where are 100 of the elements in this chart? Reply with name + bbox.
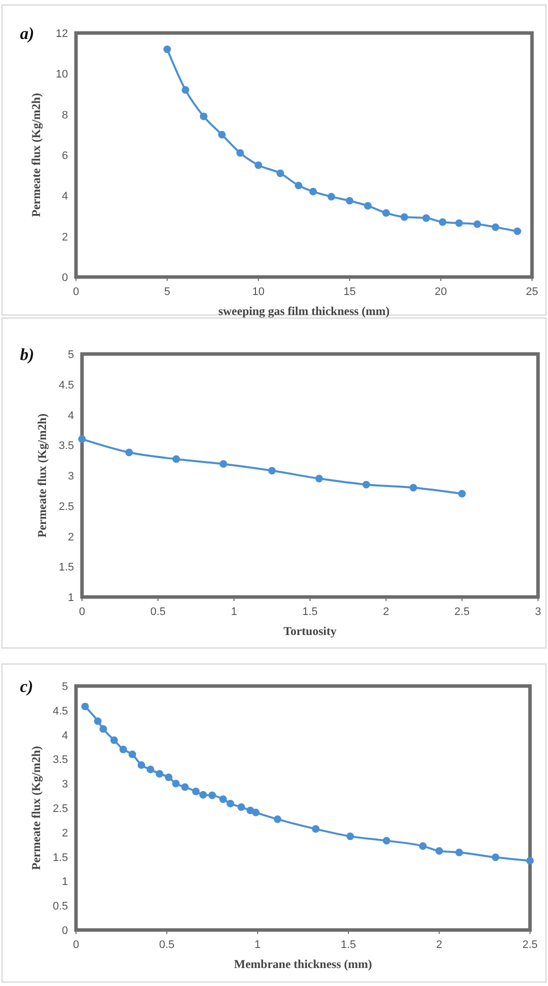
point bbox=[172, 455, 180, 463]
point bbox=[419, 842, 427, 850]
y-tick-label: 4.5 bbox=[58, 379, 74, 392]
point bbox=[182, 86, 190, 94]
point bbox=[199, 791, 207, 799]
point bbox=[226, 800, 234, 808]
point bbox=[218, 130, 226, 138]
y-tick-label: 1 bbox=[68, 592, 74, 604]
point bbox=[455, 848, 463, 856]
x-tick-label: 1.5 bbox=[340, 939, 356, 951]
point bbox=[99, 725, 108, 733]
point bbox=[192, 788, 200, 796]
y-tick-label: 0 bbox=[62, 272, 68, 284]
point bbox=[146, 766, 154, 774]
y-axis-title: Permeate flux (Kg/m2h) bbox=[35, 414, 49, 538]
x-axis-title: sweeping gas film thickness (mm) bbox=[218, 304, 390, 318]
point bbox=[163, 45, 171, 54]
point bbox=[422, 214, 430, 222]
point bbox=[400, 213, 408, 221]
y-tick-label: 2 bbox=[62, 231, 68, 244]
x-tick-label: 20 bbox=[434, 286, 447, 298]
y-tick-label: 0 bbox=[62, 925, 68, 937]
point bbox=[526, 856, 534, 865]
y-tick-label: 4.5 bbox=[52, 705, 68, 718]
y-tick-label: 1.5 bbox=[58, 562, 74, 574]
point bbox=[172, 780, 180, 788]
y-tick-label: 1.5 bbox=[52, 852, 68, 864]
point bbox=[276, 170, 284, 178]
point bbox=[219, 795, 227, 804]
x-tick-label: 1 bbox=[254, 939, 261, 951]
point bbox=[328, 192, 336, 200]
point bbox=[438, 218, 446, 226]
x-tick-label: 1 bbox=[230, 606, 238, 618]
point bbox=[268, 466, 276, 474]
text: c) bbox=[20, 677, 34, 696]
point bbox=[315, 474, 323, 482]
point bbox=[294, 182, 302, 190]
point bbox=[410, 484, 418, 492]
y-tick-label: 2 bbox=[62, 827, 68, 840]
x-tick-label: 2.5 bbox=[454, 606, 470, 618]
point bbox=[125, 448, 133, 456]
point bbox=[362, 480, 370, 488]
point bbox=[138, 761, 146, 769]
point bbox=[346, 196, 354, 205]
x-tick-label: 5 bbox=[164, 286, 170, 298]
point bbox=[128, 750, 136, 758]
y-tick-label: 8 bbox=[62, 109, 68, 122]
point bbox=[94, 717, 102, 725]
y-tick-label: 6 bbox=[62, 150, 68, 162]
y-tick-label: 3.5 bbox=[52, 754, 68, 766]
x-tick-label: 2 bbox=[382, 606, 390, 618]
x-tick-label: 25 bbox=[526, 286, 538, 298]
point bbox=[81, 702, 89, 710]
point bbox=[78, 435, 86, 443]
point bbox=[237, 803, 246, 811]
text: a) bbox=[20, 24, 34, 43]
x-tick-label: 0 bbox=[78, 606, 86, 618]
point bbox=[236, 149, 244, 157]
point bbox=[364, 202, 372, 210]
point bbox=[200, 112, 208, 120]
point bbox=[473, 220, 482, 228]
y-tick-label: 4 bbox=[62, 190, 68, 203]
x-tick-label: 0.5 bbox=[150, 606, 166, 618]
y-tick-label: 5 bbox=[68, 349, 74, 361]
point bbox=[455, 219, 463, 227]
y-axis-title: Permeate flux (Kg/m2h) bbox=[29, 746, 43, 870]
point bbox=[274, 815, 282, 824]
point bbox=[312, 825, 320, 833]
y-tick-label: 5 bbox=[62, 681, 68, 693]
y-tick-label: 2.5 bbox=[52, 803, 68, 815]
y-tick-label: 3 bbox=[68, 470, 74, 482]
y-tick-label: 4 bbox=[62, 730, 68, 742]
point bbox=[119, 746, 128, 754]
point bbox=[346, 832, 354, 840]
y-tick-label: 2.5 bbox=[58, 500, 74, 513]
point bbox=[382, 836, 390, 844]
point bbox=[435, 847, 443, 855]
y-tick-label: 4 bbox=[68, 410, 74, 422]
point bbox=[254, 161, 262, 169]
x-tick-label: 10 bbox=[252, 286, 265, 298]
point bbox=[492, 223, 500, 231]
y-axis-title: Permeate flux (Kg/m2h) bbox=[29, 93, 43, 217]
x-tick-label: 15 bbox=[343, 286, 356, 298]
point bbox=[492, 853, 500, 862]
y-tick-label: 2 bbox=[68, 531, 74, 544]
point bbox=[458, 490, 466, 498]
y-tick-label: 0.5 bbox=[52, 900, 68, 913]
y-tick-label: 1 bbox=[62, 876, 68, 888]
y-tick-label: 10 bbox=[56, 68, 68, 81]
x-axis-title: Tortuosity bbox=[284, 624, 336, 638]
text: b) bbox=[20, 345, 34, 364]
point bbox=[252, 808, 260, 816]
y-tick-label: 3.5 bbox=[58, 440, 74, 452]
point bbox=[208, 792, 216, 800]
x-tick-label: 3 bbox=[534, 606, 542, 618]
x-tick-label: 2 bbox=[436, 939, 442, 951]
point bbox=[309, 188, 317, 196]
y-tick-label: 3 bbox=[62, 778, 68, 791]
point bbox=[514, 227, 522, 236]
x-tick-label: 2.5 bbox=[522, 939, 538, 951]
